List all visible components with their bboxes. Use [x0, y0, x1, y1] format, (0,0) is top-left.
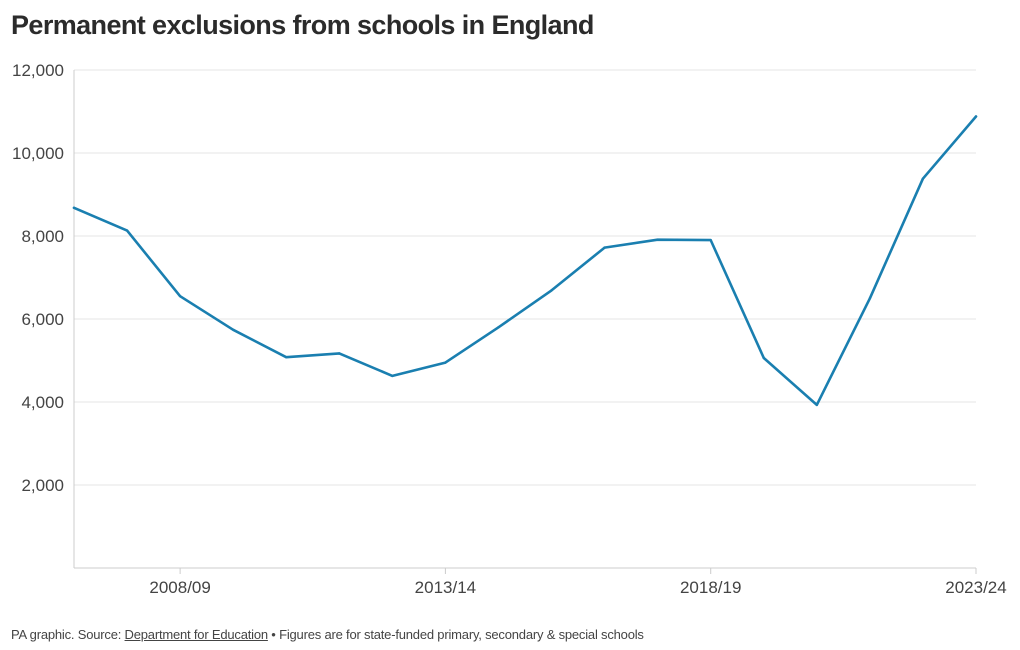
data-point: [550, 289, 553, 292]
x-tick-label: 2008/09: [149, 578, 210, 597]
data-point: [178, 294, 182, 298]
x-tick-label: 2013/14: [415, 578, 476, 597]
series-group: [72, 115, 978, 407]
data-point: [815, 403, 819, 407]
data-point: [497, 326, 500, 329]
footer-prefix: PA graphic. Source:: [11, 627, 125, 642]
y-tick-label: 10,000: [12, 144, 64, 163]
y-tick-label: 6,000: [21, 310, 64, 329]
y-tick-label: 8,000: [21, 227, 64, 246]
data-point: [656, 238, 659, 241]
data-point: [231, 328, 235, 331]
gridlines: [74, 69, 976, 486]
series-line: [72, 115, 978, 407]
footer: PA graphic. Source: Department for Educa…: [11, 627, 644, 642]
x-tick-label: 2018/19: [680, 578, 741, 597]
footer-separator: •: [267, 627, 280, 642]
data-point: [285, 355, 288, 359]
y-tick-labels: 2,000 4,000 6,000 8,000 10,000 12,000: [12, 61, 64, 495]
source-link[interactable]: Department for Education: [124, 627, 269, 642]
footer-note: Figures are for state-funded primary, se…: [279, 627, 644, 642]
y-tick-label: 12,000: [12, 61, 64, 80]
data-point: [444, 361, 447, 364]
data-point: [338, 352, 341, 355]
line-chart: 2,000 4,000 6,000 8,000 10,000 12,000 2008/09…: [12, 61, 1007, 597]
x-tick-labels: 2008/09 2013/14 2018/19 2023/24: [149, 578, 1006, 597]
y-tick-label: 2,000: [21, 476, 64, 495]
data-point: [762, 356, 765, 360]
data-point: [72, 206, 76, 209]
data-point: [921, 177, 925, 180]
data-point: [974, 115, 978, 118]
y-tick-label: 4,000: [21, 393, 64, 412]
data-point: [868, 297, 872, 300]
x-tick-label: 2023/24: [945, 578, 1006, 597]
data-point: [603, 246, 606, 249]
data-point: [709, 238, 712, 242]
data-point: [391, 374, 394, 378]
chart-title: Permanent exclusions from schools in Eng…: [11, 10, 594, 40]
axes: [73, 70, 977, 574]
data-point: [125, 229, 129, 232]
